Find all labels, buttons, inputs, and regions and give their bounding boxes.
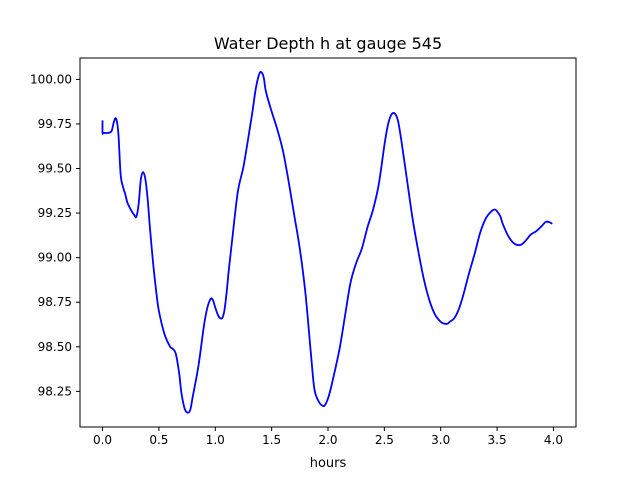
x-axis-label: hours: [310, 456, 347, 471]
plot-frame: [79, 57, 577, 428]
y-tick-label: 99.75: [38, 117, 72, 131]
x-tick-label: 1.0: [206, 433, 225, 447]
x-tick-label: 1.5: [262, 433, 281, 447]
plot-area: [80, 58, 576, 427]
x-tick-label: 3.0: [431, 433, 450, 447]
chart-title: Water Depth h at gauge 545: [214, 34, 442, 53]
y-tick-label: 98.75: [38, 295, 72, 309]
data-layer: [101, 70, 553, 414]
x-axis: 0.0 0.5 1.0 1.5 2.0 2.5 3.0 3.5 4.0: [93, 427, 563, 447]
x-tick-label: 2.5: [375, 433, 394, 447]
x-tick-label: 0.0: [93, 433, 112, 447]
y-tick-label: 99.50: [38, 162, 72, 176]
x-tick-label: 4.0: [544, 433, 563, 447]
y-axis: 98.25 98.50 98.75 99.00 99.25 99.50 99.75 100.0…: [30, 72, 80, 398]
y-tick-label: 98.25: [38, 384, 72, 398]
x-tick-label: 0.5: [149, 433, 168, 447]
x-tick-label: 3.5: [488, 433, 507, 447]
x-tick-label: 2.0: [318, 433, 337, 447]
series-line: [101, 70, 553, 414]
y-tick-label: 100.00: [30, 72, 72, 86]
y-tick-label: 98.50: [38, 340, 72, 354]
y-tick-label: 99.00: [38, 251, 72, 265]
y-tick-label: 99.25: [38, 206, 72, 220]
